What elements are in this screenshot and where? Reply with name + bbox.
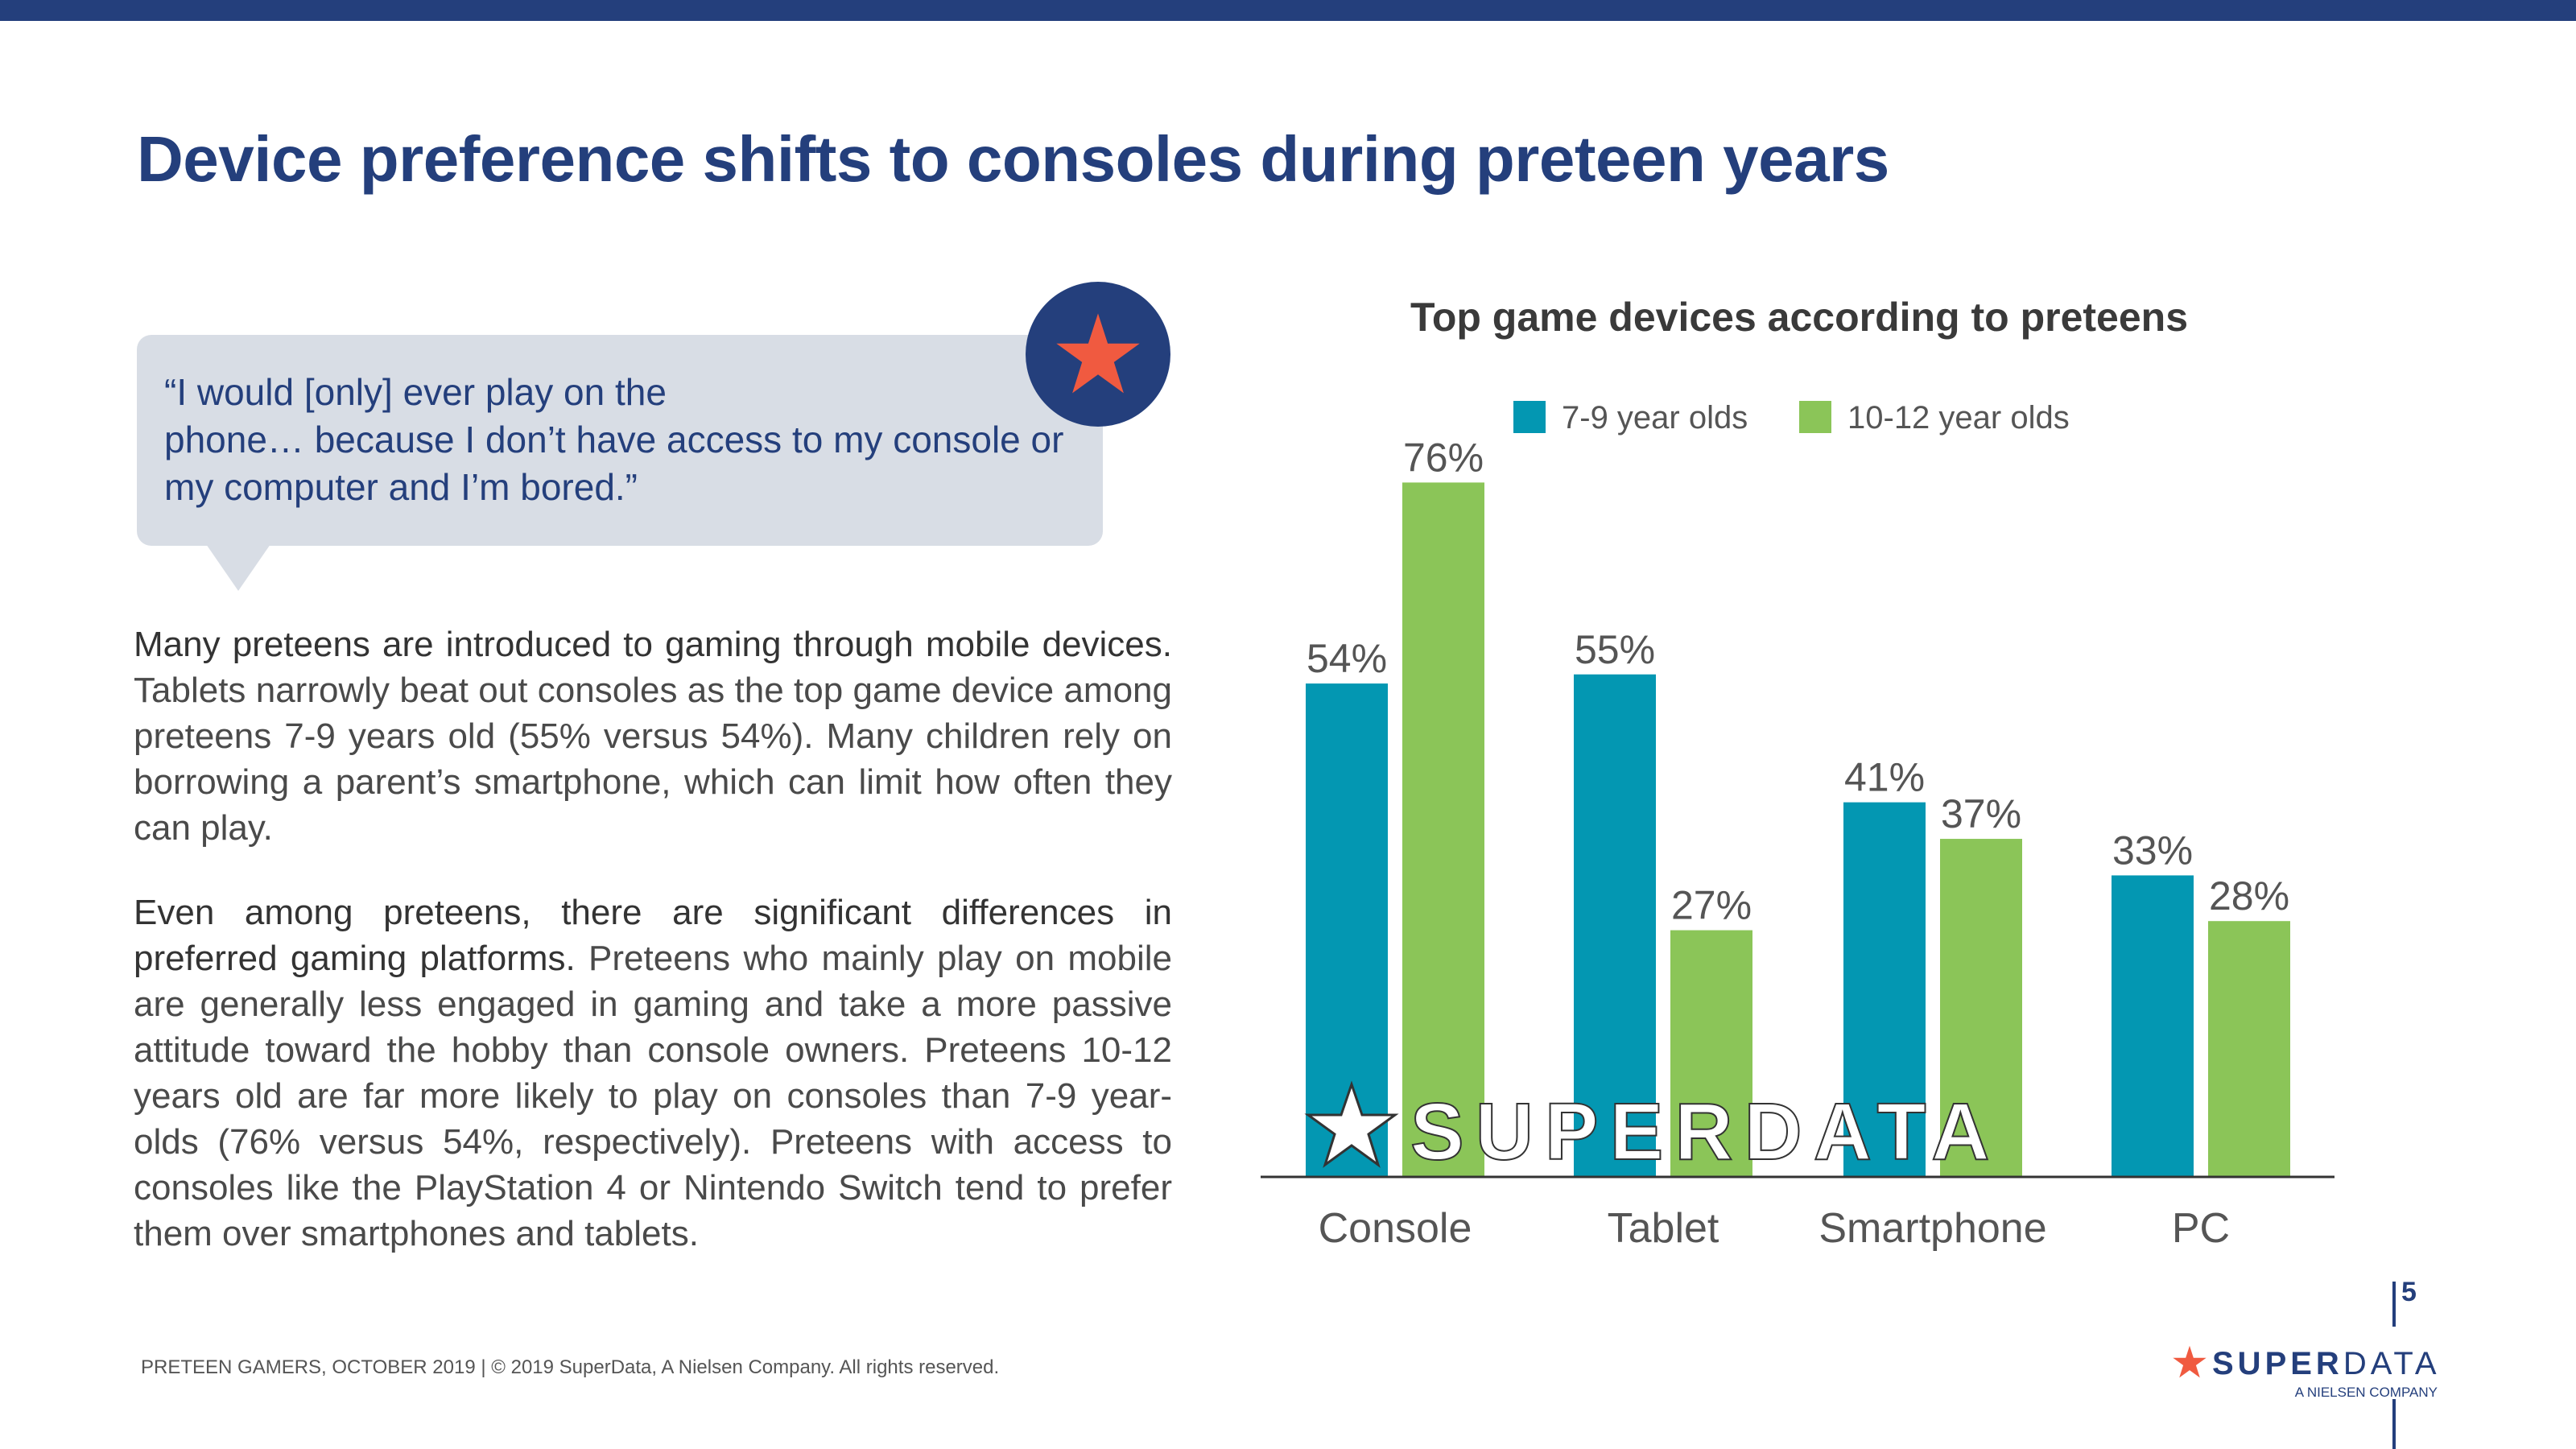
logo-word-bold: SUPER <box>2212 1346 2343 1381</box>
top-accent-bar <box>0 0 2576 21</box>
data-label: 41% <box>1844 755 1925 800</box>
watermark-star-icon <box>1304 1080 1399 1168</box>
paragraph-body: Tablets narrowly beat out consoles as th… <box>134 671 1172 848</box>
logo-star-icon <box>2173 1345 2207 1378</box>
category-label: Tablet <box>1608 1205 1719 1252</box>
bar-chart: Top game devices according to preteens 7-… <box>1261 295 2334 1252</box>
quote-bubble: “I would [only] ever play on the phone… … <box>137 335 1103 546</box>
legend-label: 10-12 year olds <box>1847 400 2070 436</box>
category-label: Smartphone <box>1818 1205 2046 1252</box>
bar-tablet-7-9 <box>1574 674 1656 1177</box>
bar-smartphone-10-12 <box>1940 839 2022 1177</box>
legend-label: 7-9 year olds <box>1562 400 1748 436</box>
data-label: 37% <box>1941 791 2021 836</box>
data-label: 55% <box>1575 627 1655 672</box>
paragraph-lead: Even among preteens, there are significa… <box>134 893 1172 978</box>
star-badge <box>1026 282 1170 427</box>
bar-smartphone-7-9 <box>1843 802 1926 1177</box>
watermark-text: SUPERDATA <box>1410 1087 2000 1177</box>
logo-word-light: DATA <box>2343 1346 2441 1381</box>
paragraph-mobile-intro: Many preteens are introduced to gaming t… <box>134 621 1172 851</box>
page-number-divider-lower <box>2392 1399 2396 1449</box>
paragraph-platform-differences: Even among preteens, there are significa… <box>134 890 1172 1257</box>
data-label: 54% <box>1307 636 1387 681</box>
bar-console-10-12 <box>1402 482 1484 1177</box>
paragraph-lead: Many preteens are introduced to gaming t… <box>134 625 1172 664</box>
data-label: 27% <box>1671 883 1752 928</box>
data-label: 28% <box>2209 873 2289 919</box>
paragraph-body: Preteens who mainly play on mobile are g… <box>134 939 1172 1253</box>
data-label: 76% <box>1403 435 1484 480</box>
category-label: Console <box>1319 1205 1472 1252</box>
legend-swatch <box>1513 401 1546 433</box>
superdata-logo: SUPERDATA A NIELSEN COMPANY <box>2172 1343 2441 1400</box>
chart-title: Top game devices according to preteens <box>1410 295 2188 340</box>
page-number: 5 <box>2401 1277 2417 1307</box>
bar-pc-10-12 <box>2208 921 2290 1177</box>
quote-bubble-tail <box>206 544 270 591</box>
legend-swatch <box>1799 401 1831 433</box>
logo-wordmark: SUPERDATA <box>2212 1346 2441 1382</box>
page-number-divider <box>2392 1282 2396 1327</box>
quote-text: “I would [only] ever play on the phone… … <box>164 371 1064 508</box>
footer-copyright: PRETEEN GAMERS, OCTOBER 2019 | © 2019 Su… <box>141 1356 1000 1378</box>
data-label: 33% <box>2112 828 2193 873</box>
bar-console-7-9 <box>1306 683 1388 1177</box>
star-icon <box>1056 313 1140 394</box>
category-label: PC <box>2172 1205 2230 1252</box>
page-title: Device preference shifts to consoles dur… <box>137 123 1889 195</box>
logo-subtitle: A NIELSEN COMPANY <box>2294 1385 2438 1400</box>
bar-pc-7-9 <box>2112 875 2194 1177</box>
bar-tablet-10-12 <box>1670 930 1752 1177</box>
